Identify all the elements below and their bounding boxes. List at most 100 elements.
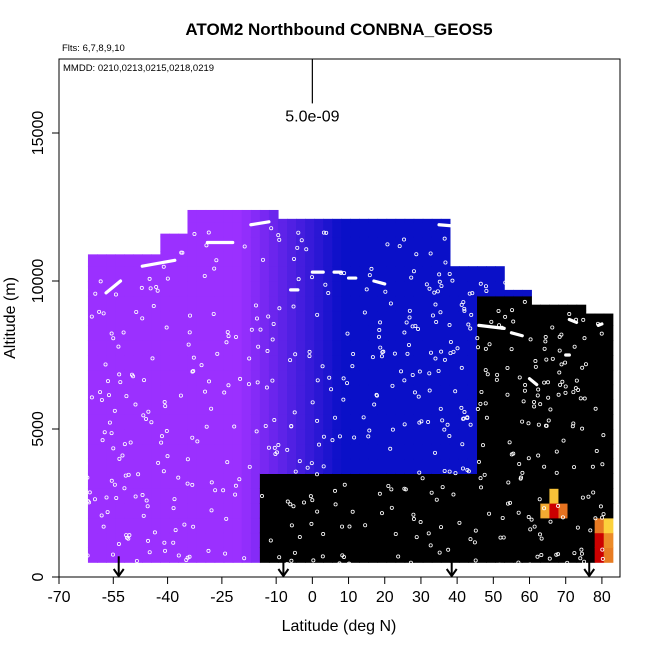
heatmap-cell <box>323 399 333 415</box>
heatmap-cell <box>142 517 152 534</box>
heatmap-cell <box>151 503 161 519</box>
heatmap-cell <box>287 325 297 341</box>
heatmap-cell <box>522 340 532 356</box>
sample-point <box>442 427 447 432</box>
heatmap-cell <box>115 443 125 460</box>
sample-point <box>99 397 104 402</box>
sample-point <box>176 475 181 480</box>
heatmap-cell <box>178 325 189 341</box>
heatmap-cell <box>350 414 361 430</box>
heatmap-cell <box>250 399 261 415</box>
heatmap-cell <box>332 517 342 534</box>
heatmap-cell <box>232 443 243 460</box>
heatmap-cell <box>124 384 134 400</box>
heatmap-cell <box>241 355 252 371</box>
heatmap-cell <box>314 503 324 519</box>
heatmap-cell <box>205 517 216 534</box>
heatmap-cell <box>531 414 541 430</box>
heatmap-cell <box>287 429 297 445</box>
heatmap-cell <box>160 547 170 563</box>
heatmap-cell <box>495 414 505 430</box>
sample-point <box>320 554 325 559</box>
sample-point <box>199 363 204 368</box>
heatmap-cell <box>259 458 270 474</box>
heatmap-cell <box>259 488 270 504</box>
sample-point <box>329 387 334 392</box>
dates-label: MMDD: 0210,0213,0215,0218,0219 <box>63 63 214 74</box>
heatmap-cell <box>259 325 270 341</box>
heatmap-cell <box>241 488 252 504</box>
sample-point <box>307 354 312 359</box>
heatmap-cell <box>540 369 551 386</box>
sample-point <box>288 502 293 507</box>
x-tick-label: 10 <box>340 589 358 606</box>
sample-point <box>190 435 195 440</box>
heatmap-cell <box>187 209 198 223</box>
sample-point <box>140 493 145 498</box>
sample-point <box>581 317 586 322</box>
heatmap-cell <box>341 295 351 312</box>
heatmap-cell <box>350 310 361 326</box>
heatmap-cell <box>341 503 351 519</box>
heatmap-cell <box>142 503 152 519</box>
heatmap-cell <box>133 443 143 460</box>
sample-point <box>110 552 115 557</box>
sample-point <box>155 288 160 293</box>
sample-point <box>429 490 434 495</box>
x-axis: -70 -55 -40 -25 -10 0 10 20 30 40 50 60 70 80 <box>47 576 611 606</box>
sample-point <box>340 524 345 529</box>
heatmap-cell <box>115 281 125 297</box>
heatmap-cell <box>377 251 388 267</box>
heatmap-cell <box>187 488 198 504</box>
heatmap-cell <box>87 325 98 341</box>
sample-point <box>447 434 452 439</box>
heatmap-cell <box>404 266 415 282</box>
plot-area: 5.0e-09 <box>82 59 614 578</box>
heatmap-cell <box>323 295 333 312</box>
heatmap-cell <box>386 547 397 563</box>
sample-point <box>254 316 259 321</box>
heatmap-cell <box>440 325 451 341</box>
sample-point <box>362 310 367 315</box>
heatmap-cell <box>368 384 379 400</box>
heatmap-cell <box>169 295 180 312</box>
heatmap-cell <box>431 369 442 386</box>
heatmap-cell <box>413 473 424 489</box>
heatmap-cell <box>477 488 487 504</box>
heatmap-cell <box>495 281 505 297</box>
sample-point <box>171 506 176 511</box>
heatmap-cell <box>449 517 460 534</box>
heatmap-cell <box>350 281 361 297</box>
sample-point <box>517 375 522 380</box>
heatmap-cell <box>458 355 469 371</box>
heatmap-cell <box>504 340 514 356</box>
heatmap-cell <box>386 218 397 223</box>
x-tick-label: 70 <box>557 589 575 606</box>
heatmap-cell <box>513 414 523 430</box>
heatmap-cell <box>160 384 170 400</box>
sample-point <box>575 525 580 530</box>
heatmap-cell <box>268 209 279 223</box>
heatmap-cell <box>467 295 478 312</box>
sample-point <box>165 454 170 459</box>
heatmap-cell <box>296 503 306 519</box>
heatmap-cell <box>594 547 605 563</box>
heatmap-cell <box>232 325 243 341</box>
heatmap-cell <box>97 517 107 534</box>
sample-point <box>574 378 579 383</box>
heatmap-cell <box>314 384 324 400</box>
heatmap-cell <box>151 429 161 445</box>
sample-point <box>206 548 211 553</box>
sample-point <box>510 308 515 313</box>
heatmap-cell <box>431 503 442 519</box>
sample-point <box>379 354 384 359</box>
heatmap-cell <box>332 251 342 267</box>
sample-point <box>113 292 118 297</box>
heatmap-cell <box>576 384 587 400</box>
heatmap-cell <box>477 414 487 430</box>
heatmap-cell <box>160 325 170 341</box>
sample-point <box>483 368 488 373</box>
sample-point <box>546 418 551 423</box>
heatmap-cell <box>477 355 487 371</box>
